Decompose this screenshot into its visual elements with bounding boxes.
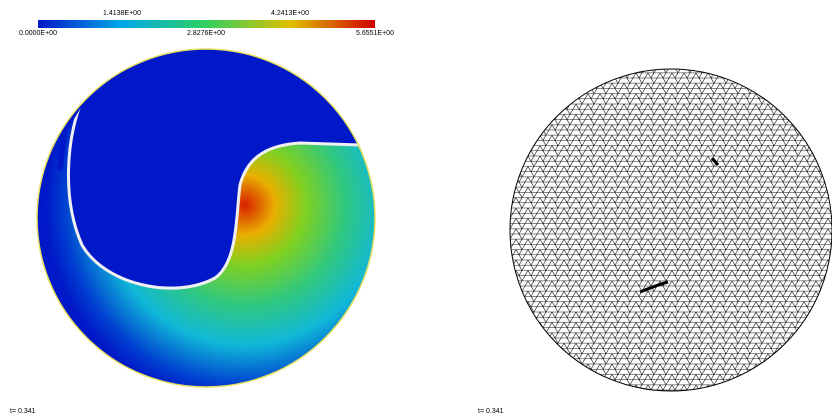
interface xyxy=(66,99,361,290)
colorbar: 0.0000E+00 1.4138E+00 2.8276E+00 4.2413E… xyxy=(19,10,394,37)
mesh-panel: t= 0.341 xyxy=(478,68,832,415)
boundary xyxy=(509,68,832,392)
mesh xyxy=(510,69,832,391)
colorbar-label: 5.6551E+00 xyxy=(356,30,394,37)
time-label: t= 0.341 xyxy=(10,408,36,415)
boundary xyxy=(36,48,376,388)
mesh-refinement xyxy=(639,280,669,294)
colorbar-label: 1.4138E+00 xyxy=(103,10,141,17)
colorbar-label: 2.8276E+00 xyxy=(187,30,225,37)
time-label: t= 0.341 xyxy=(478,408,504,415)
colorbar-label: 4.2413E+00 xyxy=(271,10,309,17)
heavy-fluid xyxy=(37,100,375,387)
field-panel: t= 0.341 xyxy=(10,48,376,415)
colorbar-label: 0.0000E+00 xyxy=(19,30,57,37)
mesh-refinement xyxy=(710,157,720,166)
colorbar-gradient xyxy=(38,20,375,28)
